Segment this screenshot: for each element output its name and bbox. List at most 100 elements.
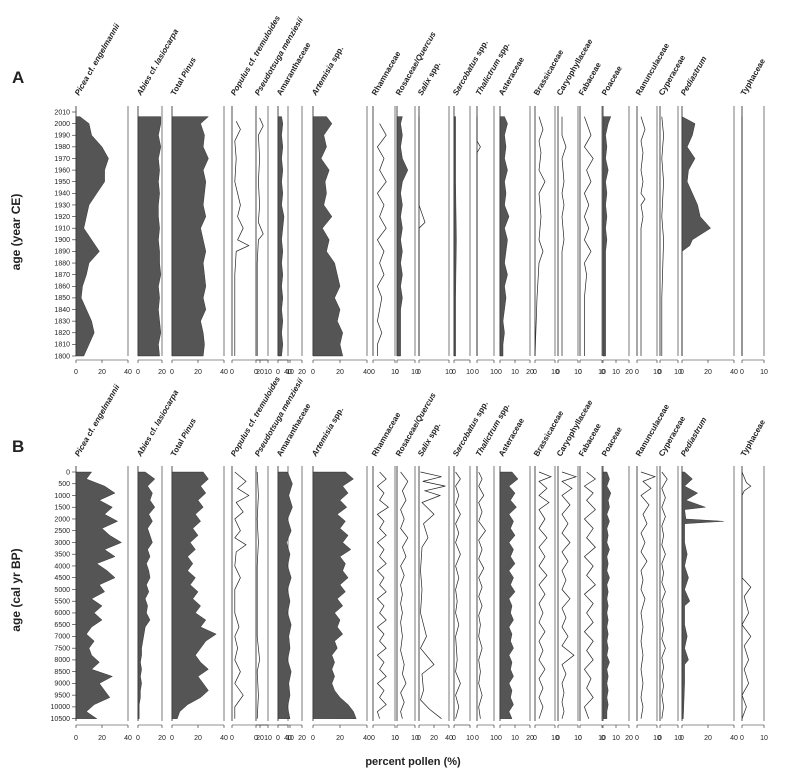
y-tick-label: 3000	[54, 540, 70, 547]
x-tick-label: 40	[730, 369, 738, 376]
column-total-pinus: 0 20 40 Total Pinus	[169, 55, 228, 376]
column-typhaceae: 0 10 Typhaceae	[739, 418, 768, 742]
x-tick-label: 40	[220, 369, 228, 376]
x-tick-label: 10	[466, 735, 474, 742]
series-line	[400, 471, 409, 719]
x-tick-label: 0	[601, 369, 605, 376]
series-line	[478, 471, 486, 719]
y-tick-label: 1920	[54, 214, 70, 221]
x-tick-label: 40	[363, 369, 371, 376]
y-tick-label: 3500	[54, 552, 70, 559]
y-tick-label: 2010	[54, 109, 70, 116]
x-tick-label: 0	[254, 369, 258, 376]
x-tick-label: 20	[336, 369, 344, 376]
x-tick-label: 0	[556, 735, 560, 742]
x-tick-label: 0	[371, 735, 375, 742]
x-tick-label: 10	[264, 735, 272, 742]
x-tick-label: 20	[526, 735, 534, 742]
series-line	[418, 116, 426, 356]
taxon-label: Picea cf. engelmannii	[73, 382, 122, 458]
x-tick-label: 0	[74, 369, 78, 376]
x-tick-label: 0	[556, 369, 560, 376]
x-tick-label: 0	[276, 735, 280, 742]
taxon-label: Picea cf. engelmannii	[73, 21, 122, 97]
x-tick-label: 10	[674, 735, 682, 742]
y-tick-label: 1000	[54, 493, 70, 500]
y-tick-label: 1970	[54, 156, 70, 163]
y-tick-label: 5000	[54, 587, 70, 594]
x-tick-label: 40	[445, 735, 453, 742]
series-line	[741, 471, 752, 719]
x-tick-label: 0	[680, 369, 684, 376]
series-line	[561, 116, 567, 356]
column-salix-spp-: 0 20 40 Salix spp.	[416, 421, 453, 742]
x-tick-label: 10	[264, 369, 272, 376]
series-line	[376, 123, 387, 356]
x-tick-label: 20	[298, 369, 306, 376]
x-tick-label: 10	[490, 735, 498, 742]
y-tick-label: 1500	[54, 505, 70, 512]
x-tick-label: 10	[411, 735, 419, 742]
series-line	[538, 471, 552, 719]
x-tick-label: 0	[170, 369, 174, 376]
x-tick-label: 0	[452, 369, 456, 376]
taxon-label: Total Pinus	[169, 416, 198, 458]
series-line	[561, 471, 578, 719]
x-tick-label: 0	[417, 735, 421, 742]
column-artemisia-spp-: 0 20 40 Artemisia spp.	[309, 45, 371, 376]
series-area	[499, 471, 519, 719]
x-tick-label: 0	[601, 735, 605, 742]
x-tick-label: 0	[230, 735, 234, 742]
panel-a: 2010200019901980197019601950194019301920…	[54, 13, 768, 376]
x-tick-label: 20	[625, 735, 633, 742]
y-tick-label: 1960	[54, 167, 70, 174]
series-line	[420, 471, 446, 719]
x-tick-label: 0	[740, 369, 744, 376]
taxon-label: Salix spp.	[416, 60, 442, 97]
series-line	[256, 117, 264, 356]
panel-b-letter: B	[12, 437, 24, 456]
series-area	[681, 116, 711, 356]
series-area	[453, 116, 457, 357]
y-tick-label: 9000	[54, 681, 70, 688]
y-tick-label: 5500	[54, 598, 70, 605]
x-axis-label: percent pollen (%)	[365, 756, 461, 768]
series-area	[312, 116, 343, 357]
x-tick-label: 40	[730, 735, 738, 742]
x-tick-label: 20	[98, 369, 106, 376]
x-tick-label: 10	[286, 369, 294, 376]
x-tick-label: 10	[551, 369, 559, 376]
x-tick-label: 0	[136, 369, 140, 376]
y-tick-label: 1990	[54, 133, 70, 140]
panels: 2010200019901980197019601950194019301920…	[51, 13, 768, 742]
series-line	[661, 471, 668, 719]
x-tick-label: 40	[284, 735, 292, 742]
y-tick-label: 10000	[51, 704, 71, 711]
taxon-label: Fabaceae	[577, 60, 603, 97]
y-tick-label: 1890	[54, 249, 70, 256]
x-tick-label: 0	[254, 735, 258, 742]
series-area	[137, 471, 156, 719]
taxon-label: Salix spp.	[416, 421, 442, 458]
x-tick-label: 0	[452, 735, 456, 742]
x-tick-label: 20	[194, 735, 202, 742]
y-tick-label: 1910	[54, 225, 70, 232]
y-tick-label: 1820	[54, 330, 70, 337]
panel-a-y-axis-label: age (year CE)	[9, 194, 23, 271]
series-area	[396, 116, 409, 357]
y-tick-label: 10500	[51, 716, 71, 723]
panel-b: 0500100015002000250030003500400045005000…	[51, 374, 768, 742]
y-tick-label: 2000	[54, 516, 70, 523]
y-tick-label: 1800	[54, 353, 70, 360]
x-tick-label: 10	[612, 369, 620, 376]
x-tick-label: 20	[526, 369, 534, 376]
y-tick-label: 6000	[54, 610, 70, 617]
taxon-label: Rosaceae/Quercus	[394, 30, 438, 97]
x-tick-label: 0	[371, 369, 375, 376]
x-tick-label: 20	[256, 735, 264, 742]
